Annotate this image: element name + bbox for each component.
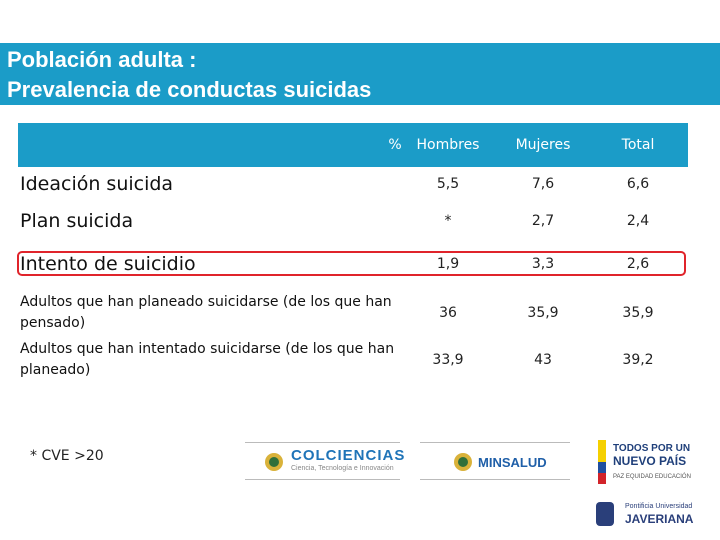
cell-value: 2,7 (531, 213, 555, 229)
cell-value: 33,9 (432, 352, 464, 368)
logo-subtext: PAZ EQUIDAD EDUCACIÓN (613, 474, 691, 480)
cell-value: 39,2 (622, 352, 654, 368)
logo: COLCIENCIAS Ciencia, Tecnología e Innova… (245, 442, 404, 480)
cell-value: 2,4 (626, 213, 650, 229)
logo-text: COLCIENCIAS (291, 447, 406, 464)
title: Prevalencia de conductas suicidas (7, 77, 372, 102)
emblem (596, 502, 614, 526)
cell-value: 3,3 (531, 256, 555, 272)
cell-value: 6,6 (626, 176, 650, 192)
row-label: Ideación suicida (20, 173, 174, 195)
cell-value: 1,9 (436, 256, 460, 272)
logo-text: NUEVO PAÍS (613, 454, 687, 468)
logo-text: MINSALUD (478, 455, 547, 470)
column-header: % (388, 137, 402, 153)
cell-value: 36 (439, 305, 457, 321)
row-label: Plan suicida (20, 210, 134, 232)
table-header (18, 123, 688, 167)
row-label: Intento de suicidio (20, 253, 196, 275)
logo-subtext: Pontificia Universidad (625, 503, 693, 510)
cell-value: 7,6 (531, 176, 555, 192)
cell-value: 35,9 (527, 305, 559, 321)
title: Población adulta : (7, 47, 197, 72)
logo: MINSALUD (420, 442, 570, 480)
flag (598, 440, 606, 484)
column-header: Total (621, 137, 655, 153)
emblem (265, 453, 283, 471)
cell-value: 43 (534, 352, 552, 368)
highlight-box (17, 251, 686, 276)
column-header: Mujeres (515, 137, 571, 153)
cell-value: * (444, 213, 452, 229)
title-bar (0, 43, 720, 105)
cell-value: 2,6 (626, 256, 650, 272)
logo-text: TODOS POR UN (613, 443, 691, 454)
row-label: Adultos que han intentado suicidarse (de… (20, 341, 395, 378)
cell-value: 5,5 (436, 176, 460, 192)
emblem (454, 453, 472, 471)
column-header: Hombres (416, 137, 480, 153)
cell-value: 35,9 (622, 305, 654, 321)
logo-subtext: Ciencia, Tecnología e Innovación (291, 465, 394, 472)
footnote: * CVE >20 (30, 448, 104, 464)
logo-text: JAVERIANA (625, 512, 694, 526)
row-label: Adultos que han planeado suicidarse (de … (20, 294, 392, 331)
